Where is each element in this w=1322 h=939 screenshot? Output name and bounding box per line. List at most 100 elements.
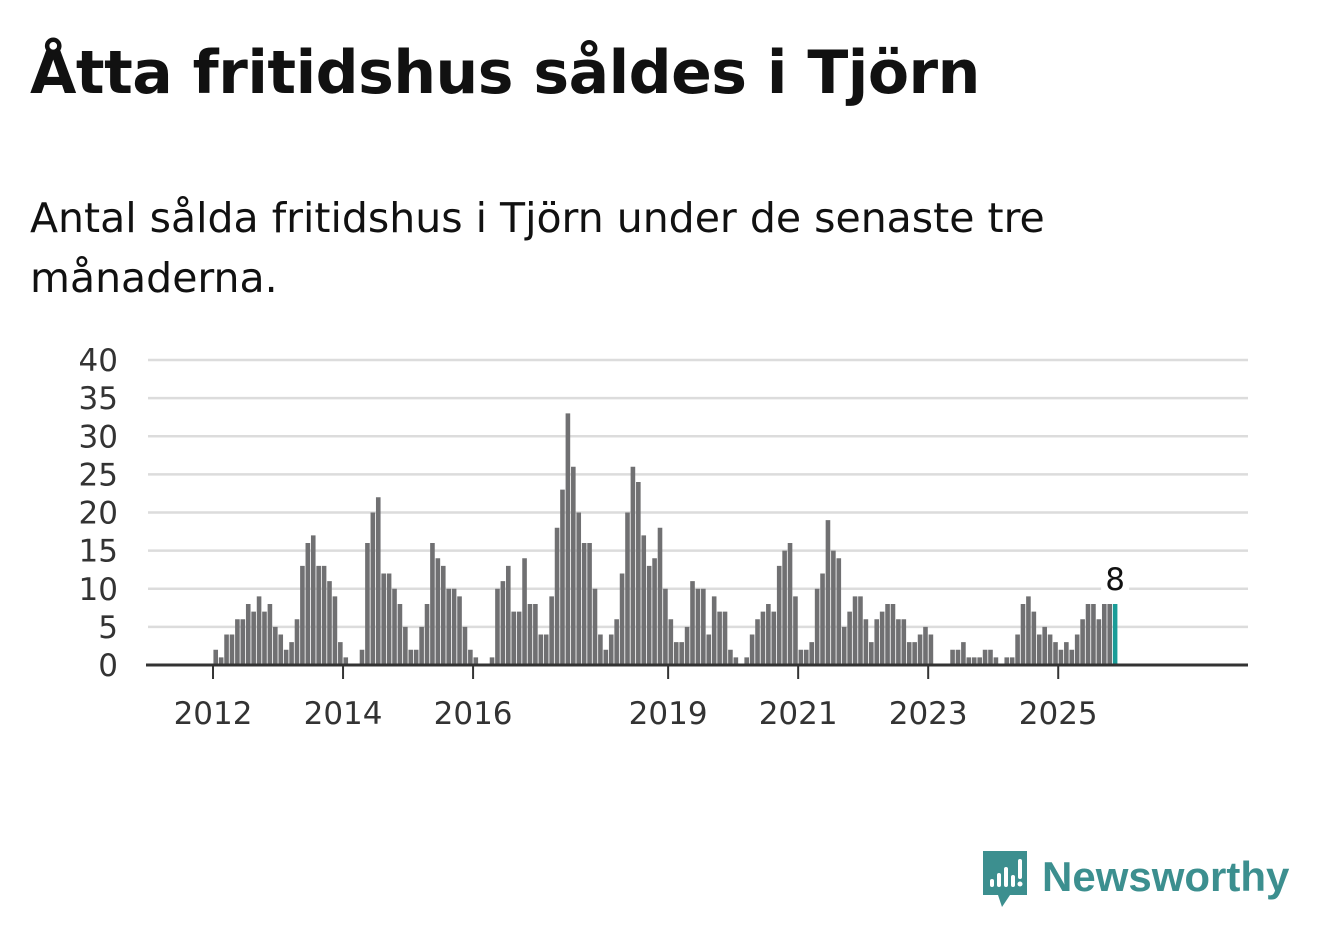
- bar: [300, 565, 305, 665]
- bar: [679, 642, 684, 665]
- bar: [278, 634, 284, 665]
- y-tick-label: 40: [79, 343, 118, 379]
- bar: [310, 535, 316, 665]
- y-tick-label: 15: [79, 534, 118, 570]
- bar: [809, 642, 815, 665]
- bar: [977, 657, 982, 665]
- bar: [533, 604, 538, 665]
- bar: [267, 604, 273, 665]
- bar: [961, 642, 966, 665]
- bar: [673, 642, 679, 665]
- bar: [235, 619, 240, 665]
- chart-subtitle: Antal sålda fritidshus i Tjörn under de …: [30, 194, 1045, 302]
- bar: [489, 657, 495, 665]
- bar: [955, 649, 961, 665]
- bar: [863, 619, 869, 665]
- axes: [146, 663, 1248, 679]
- bar: [1004, 657, 1010, 665]
- bar: [359, 649, 365, 665]
- bar: [841, 626, 847, 665]
- bar: [522, 558, 527, 665]
- bar: [375, 497, 381, 665]
- bar: [722, 611, 728, 665]
- bar: [435, 558, 441, 665]
- bar: [771, 611, 777, 665]
- newsworthy-logo[interactable]: Newsworthy: [980, 848, 1289, 910]
- bar: [706, 634, 712, 665]
- bar: [836, 558, 842, 665]
- bar: [766, 604, 771, 665]
- bar: [587, 543, 592, 665]
- bar: [403, 626, 408, 665]
- y-tick-label: 10: [79, 572, 118, 608]
- bar: [906, 642, 912, 665]
- bar: [733, 657, 739, 665]
- bar: [901, 619, 907, 665]
- bar: [663, 588, 668, 665]
- x-tick-label: 2023: [889, 696, 968, 732]
- bar: [554, 527, 560, 665]
- bar: [598, 634, 603, 665]
- bar: [381, 573, 386, 665]
- bar: [885, 604, 890, 665]
- bar: [592, 588, 598, 665]
- bar: [1009, 657, 1015, 665]
- bar: [603, 649, 609, 665]
- bar: [641, 535, 647, 665]
- bar: [305, 543, 311, 665]
- bar: [408, 649, 414, 665]
- bar: [256, 596, 262, 665]
- bar: [457, 596, 462, 665]
- bar: [858, 596, 863, 665]
- y-tick-label: 20: [79, 496, 118, 532]
- bar: [262, 611, 267, 665]
- bar: [1047, 634, 1053, 665]
- bar: [923, 626, 928, 665]
- bar: [213, 649, 219, 665]
- bar: [1101, 604, 1107, 665]
- bar: [852, 596, 858, 665]
- bar: [625, 512, 630, 665]
- bar: [879, 611, 885, 665]
- bar: [744, 657, 749, 665]
- bar: [825, 520, 831, 665]
- bar: [782, 550, 787, 665]
- bar: [229, 634, 235, 665]
- bar: [814, 588, 820, 665]
- brand-name: Newsworthy: [1042, 853, 1290, 900]
- chart-title: Åtta fritidshus såldes i Tjörn: [30, 38, 980, 108]
- bar: [576, 512, 582, 665]
- x-tick-label: 2016: [434, 696, 513, 732]
- bar: [468, 649, 473, 665]
- bar: [495, 588, 500, 665]
- bar: [755, 619, 760, 665]
- bar: [684, 626, 690, 665]
- bar: [652, 558, 657, 665]
- bar: [798, 649, 804, 665]
- bar: [224, 634, 229, 665]
- bar: [316, 565, 321, 665]
- bar: [543, 634, 549, 665]
- bar: [1080, 619, 1085, 665]
- y-tick-label: 30: [79, 419, 118, 455]
- bar: [760, 611, 766, 665]
- y-tick-label: 0: [98, 648, 118, 684]
- bar: [717, 611, 722, 665]
- bar: [505, 565, 511, 665]
- bar: [365, 543, 370, 665]
- bar: [370, 512, 376, 665]
- bar: [1058, 649, 1064, 665]
- bar: [273, 626, 278, 665]
- bar: [424, 604, 430, 665]
- bar: [890, 604, 896, 665]
- bar: [289, 642, 294, 665]
- bar: [793, 596, 798, 665]
- bar: [690, 581, 695, 665]
- bar: [646, 565, 652, 665]
- bar: [749, 634, 755, 665]
- bar: [565, 413, 571, 665]
- bar: [928, 634, 934, 665]
- bar: [787, 543, 793, 665]
- bar: [430, 543, 435, 665]
- bar: [332, 596, 338, 665]
